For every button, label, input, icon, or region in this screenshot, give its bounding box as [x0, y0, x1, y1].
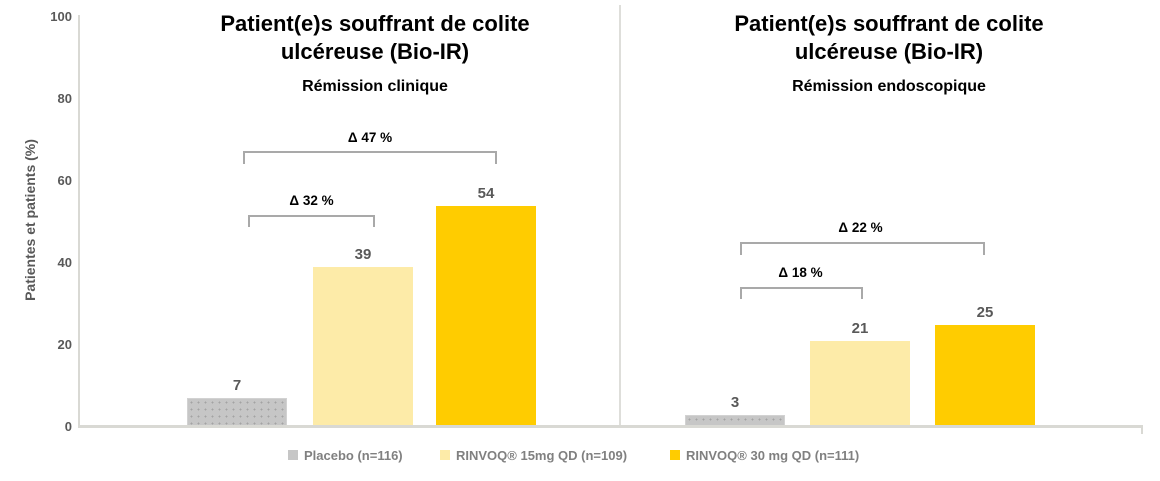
legend-label: RINVOQ® 30 mg QD (n=111)	[686, 447, 860, 463]
y-tick-60: 60	[57, 173, 72, 188]
panel-title: Patient(e)s souffrant de colite ulcéreus…	[734, 11, 1044, 64]
x-axis-end-tick	[1141, 425, 1143, 434]
bar-placebo-clinical	[187, 398, 287, 427]
legend-swatch-rinvoq-30mg	[670, 450, 680, 460]
bar-value-label: 39	[354, 246, 372, 264]
delta-label-22: Δ 22 %	[838, 220, 883, 235]
legend-label: Placebo (n=116)	[304, 447, 403, 463]
y-axis-line	[78, 15, 80, 427]
panel-divider	[619, 5, 621, 427]
bar-rinvoq-15mg-clinical	[313, 267, 413, 427]
panel-title: Patient(e)s souffrant de colite ulcéreus…	[220, 11, 530, 64]
panel-title-box-clinical: Patient(e)s souffrant de colite ulcéreus…	[172, 0, 578, 118]
y-tick-100: 100	[50, 9, 72, 24]
bar-value-label: 7	[232, 377, 242, 395]
legend-item-placebo: Placebo (n=116)	[288, 447, 403, 463]
delta-bracket-18	[740, 287, 863, 299]
panel-title-box-endoscopic: Patient(e)s souffrant de colite ulcéreus…	[684, 0, 1094, 118]
bar-value-label: 25	[976, 303, 994, 321]
legend-swatch-placebo	[288, 450, 298, 460]
delta-bracket-47	[243, 151, 497, 164]
bar-value-label: 21	[851, 319, 869, 337]
bar-rinvoq-30mg-endoscopic	[935, 324, 1035, 427]
bar-rinvoq-15mg-endoscopic	[810, 340, 910, 427]
x-axis-line	[78, 425, 1143, 428]
y-tick-40: 40	[57, 255, 72, 270]
legend-item-rinvoq-30mg: RINVOQ® 30 mg QD (n=111)	[670, 447, 859, 463]
y-tick-80: 80	[57, 91, 72, 106]
bar-value-label: 54	[477, 184, 495, 202]
delta-label-47: Δ 47 %	[347, 130, 393, 145]
delta-label-32: Δ 32 %	[289, 193, 334, 208]
delta-bracket-32	[248, 215, 375, 227]
y-tick-0: 0	[64, 419, 72, 434]
y-axis-title: Patientes et patients (%)	[22, 139, 38, 301]
y-tick-20: 20	[57, 337, 72, 352]
delta-bracket-22	[740, 242, 985, 255]
delta-label-18: Δ 18 %	[778, 265, 823, 280]
bar-value-label: 3	[730, 393, 740, 411]
bar-rinvoq-30mg-clinical	[436, 205, 536, 427]
legend-item-rinvoq-15mg: RINVOQ® 15mg QD (n=109)	[440, 447, 627, 463]
legend-swatch-rinvoq-15mg	[440, 450, 450, 460]
legend-label: RINVOQ® 15mg QD (n=109)	[456, 447, 628, 463]
panel-subtitle: Rémission clinique	[302, 78, 448, 95]
panel-subtitle: Rémission endoscopique	[792, 78, 986, 95]
